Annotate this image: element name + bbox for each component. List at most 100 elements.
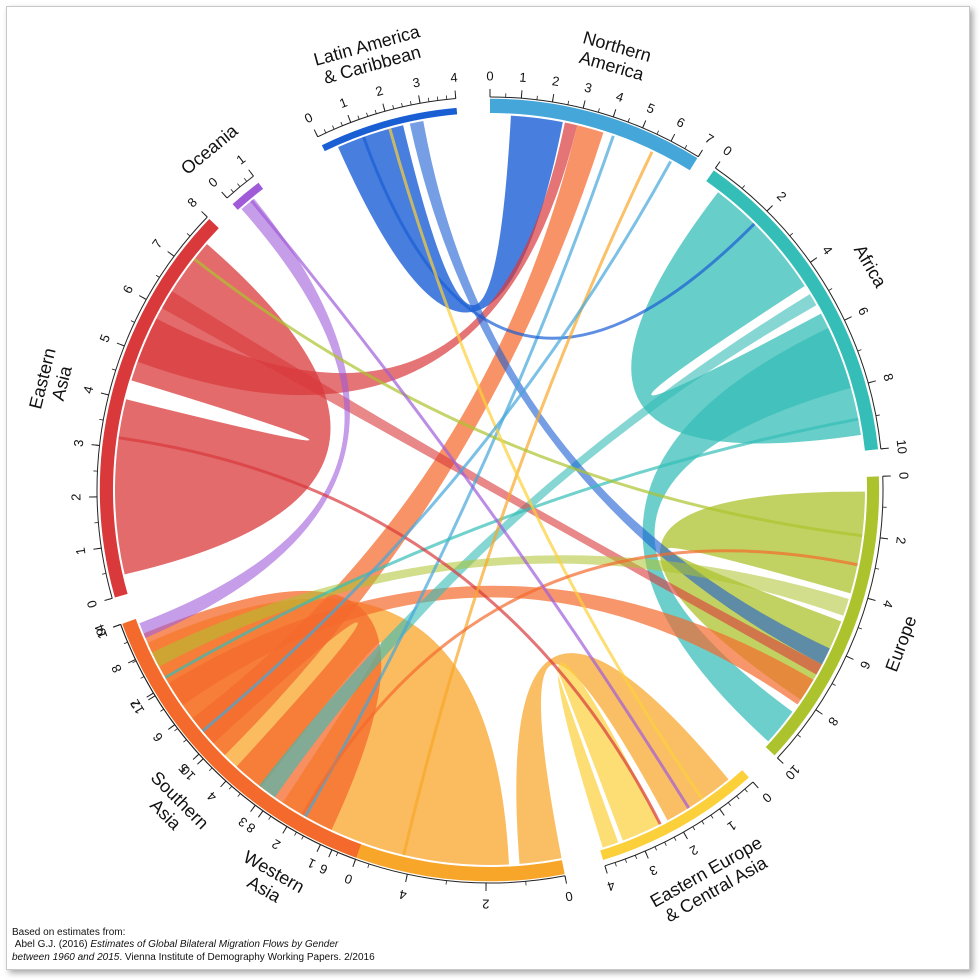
region-arc bbox=[490, 98, 698, 171]
major-tick bbox=[192, 753, 200, 760]
minor-tick bbox=[427, 97, 430, 102]
minor-tick bbox=[727, 802, 731, 806]
major-tick bbox=[880, 537, 889, 540]
tick-label: 2 bbox=[774, 188, 790, 204]
minor-tick bbox=[357, 115, 360, 120]
region-axis bbox=[777, 476, 884, 759]
major-tick bbox=[347, 114, 352, 123]
major-tick bbox=[844, 316, 852, 321]
major-tick bbox=[257, 810, 264, 818]
major-tick bbox=[810, 257, 818, 263]
tick-label: 8 bbox=[825, 714, 841, 728]
region-arc bbox=[321, 107, 458, 152]
tick-label: 6 bbox=[855, 305, 872, 318]
major-tick bbox=[612, 109, 617, 118]
minor-tick bbox=[366, 112, 369, 117]
tick-label: 8 bbox=[108, 662, 125, 675]
region-arc bbox=[765, 476, 880, 756]
tick-label: 0 bbox=[302, 110, 315, 127]
source-author: Abel G.J. (2016) bbox=[14, 939, 91, 950]
ribbons bbox=[115, 115, 865, 865]
minor-tick bbox=[374, 109, 377, 114]
major-tick bbox=[197, 758, 204, 765]
flow-ribbon bbox=[115, 243, 331, 575]
tick-label: 10 bbox=[782, 762, 803, 783]
minor-tick bbox=[160, 708, 164, 712]
minor-tick bbox=[174, 728, 178, 732]
minor-tick bbox=[634, 855, 638, 860]
major-tick bbox=[868, 380, 876, 384]
major-tick bbox=[352, 859, 357, 867]
tick-label: 1 bbox=[73, 547, 89, 556]
tick-label: 1 bbox=[519, 69, 527, 85]
tick-label: 0 bbox=[564, 888, 574, 904]
region-axis bbox=[604, 781, 754, 867]
major-tick bbox=[313, 129, 319, 137]
minor-tick bbox=[140, 676, 145, 679]
tick-label: 9 bbox=[93, 626, 110, 638]
tick-label: 2 bbox=[374, 83, 385, 99]
minor-tick bbox=[101, 572, 107, 575]
source-title-a: Estimates of Global Bilateral Migration … bbox=[90, 939, 339, 950]
minor-tick bbox=[875, 567, 880, 570]
source-line1: Based on estimates from: bbox=[12, 926, 126, 938]
major-tick bbox=[815, 709, 823, 715]
major-tick bbox=[146, 692, 154, 698]
region-axis bbox=[489, 96, 699, 158]
tick-label: 4 bbox=[605, 878, 616, 894]
major-tick bbox=[719, 808, 725, 816]
region-axis bbox=[317, 97, 456, 138]
minor-tick bbox=[243, 177, 248, 182]
tick-label: 0 bbox=[342, 871, 354, 888]
major-tick bbox=[582, 100, 586, 109]
minor-tick bbox=[654, 846, 657, 851]
major-tick bbox=[93, 547, 102, 550]
minor-tick bbox=[392, 105, 395, 110]
minor-tick bbox=[627, 118, 630, 123]
minor-tick bbox=[567, 100, 570, 105]
region-name: Oceania bbox=[177, 120, 242, 179]
major-tick bbox=[777, 757, 784, 764]
minor-tick bbox=[684, 145, 688, 149]
minor-tick bbox=[744, 788, 748, 793]
flow-line bbox=[362, 136, 756, 340]
tick-label: 4 bbox=[880, 599, 896, 610]
source-rest: . Vienna Institute of Demography Working… bbox=[119, 951, 375, 963]
region-name: Africa bbox=[850, 241, 891, 292]
region-axis bbox=[120, 624, 356, 860]
minor-tick bbox=[208, 767, 213, 772]
tick-label: 6 bbox=[120, 282, 137, 296]
source-citation-2: between 1960 and 2015. Vienna Institute … bbox=[12, 952, 375, 965]
major-tick bbox=[328, 849, 333, 858]
minor-tick bbox=[624, 858, 627, 863]
tick-label: 3 bbox=[647, 862, 660, 879]
tick-label: 4 bbox=[450, 70, 459, 86]
major-tick bbox=[715, 161, 721, 169]
tick-label: 1 bbox=[725, 818, 740, 834]
major-tick bbox=[683, 831, 688, 840]
flow-ribbon bbox=[555, 662, 661, 848]
tick-label: 6 bbox=[150, 730, 166, 745]
tick-label: 12 bbox=[127, 697, 147, 717]
major-tick bbox=[564, 875, 568, 884]
minor-tick bbox=[130, 320, 135, 323]
major-tick bbox=[642, 120, 647, 129]
tick-label: 0 bbox=[759, 790, 774, 806]
minor-tick bbox=[797, 734, 801, 738]
major-tick bbox=[670, 133, 676, 142]
tick-label: 2 bbox=[893, 536, 909, 545]
major-tick bbox=[91, 444, 100, 447]
major-tick bbox=[867, 597, 876, 602]
major-tick bbox=[282, 826, 288, 834]
tick-label: 7 bbox=[149, 236, 165, 251]
region-arc bbox=[600, 770, 749, 860]
minor-tick bbox=[186, 233, 191, 237]
major-tick bbox=[116, 342, 125, 347]
tick-label: 1 bbox=[233, 151, 248, 167]
tick-label: 2 bbox=[687, 842, 701, 859]
minor-tick bbox=[401, 102, 403, 107]
minor-tick bbox=[831, 683, 836, 686]
region-axis bbox=[715, 167, 882, 449]
flow-line bbox=[193, 257, 863, 538]
major-tick bbox=[880, 447, 889, 450]
